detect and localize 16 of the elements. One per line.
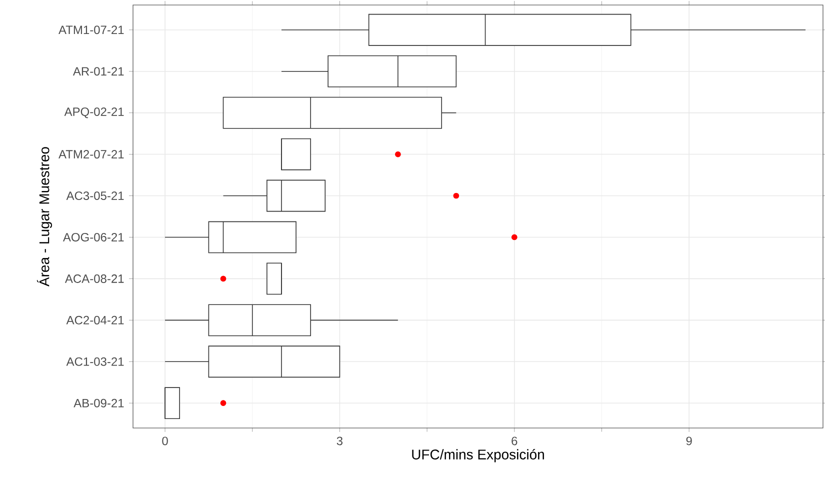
y-tick-label: ATM2-07-21 bbox=[58, 150, 124, 159]
y-tick-label: ACA-08-21 bbox=[64, 274, 124, 283]
x-tick-label: 0 bbox=[162, 436, 168, 446]
x-tick-label: 9 bbox=[686, 436, 692, 446]
y-tick-label: AB-09-21 bbox=[74, 398, 124, 408]
y-tick-label: AC3-05-21 bbox=[66, 191, 124, 200]
x-axis-title: UFC/mins Exposición bbox=[412, 449, 544, 462]
y-axis-title: Área - Lugar Muestreo bbox=[36, 147, 52, 286]
x-tick-label: 6 bbox=[512, 436, 518, 446]
y-tick-label: AOG-06-21 bbox=[62, 232, 124, 242]
y-tick-label: AC2-04-21 bbox=[66, 316, 124, 324]
y-tick-label: APQ-02-21 bbox=[64, 107, 124, 118]
y-tick-label: AC1-03-21 bbox=[66, 357, 124, 366]
y-tick-label: AR-01-21 bbox=[72, 67, 124, 76]
x-tick-label: 3 bbox=[336, 436, 343, 446]
y-tick-label: ATM1-07-21 bbox=[58, 26, 124, 34]
